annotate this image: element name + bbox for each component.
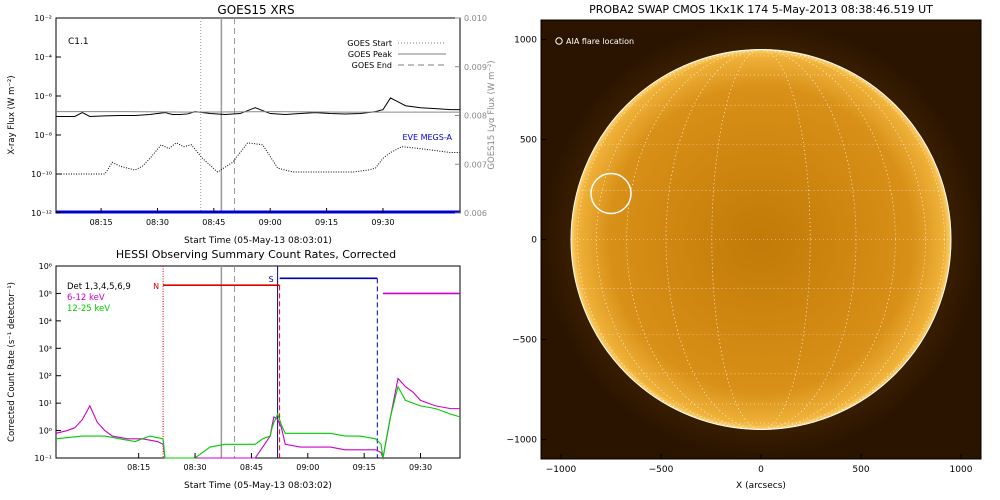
- goes-y2-axis: 0.010 0.009 0.008 0.007 0.006: [455, 14, 487, 218]
- goes-x-tick-label: 09:00: [259, 218, 282, 227]
- goes-title: GOES15 XRS: [217, 3, 294, 17]
- goes-y2-tick-label: 0.007: [464, 160, 487, 169]
- hessi-y-tick-label: 10⁴: [39, 317, 52, 326]
- hessi-x-tick-label: 09:15: [353, 463, 376, 472]
- hessi-title: HESSI Observing Summary Count Rates, Cor…: [116, 248, 396, 261]
- annotation-marker-icon: [555, 37, 563, 45]
- goes-y-tick-label: 10⁻⁶: [34, 92, 52, 101]
- goes-y2-tick-label: 0.006: [464, 209, 487, 218]
- hessi-xlabel: Start Time (05-May-13 08:03:02): [184, 481, 332, 491]
- swap-y-tick-label: −500: [512, 336, 537, 346]
- goes-x-tick-label: 08:15: [90, 218, 113, 227]
- solar-limb: [570, 49, 952, 430]
- hessi-y-axis: 10⁶ 10⁵ 10⁴ 10³ 10² 10¹ 10⁰ 10⁻¹: [34, 262, 61, 463]
- goes-x-axis: 08:15 08:30 08:45 09:00 09:15 09:30: [90, 208, 394, 227]
- swap-x-tick-label: −500: [649, 465, 674, 475]
- swap-x-axis: −1000 −500 0 500 1000: [546, 454, 973, 475]
- hessi-x-tick-label: 09:00: [296, 463, 319, 472]
- goes-y-tick-label: 10⁻¹²: [31, 209, 52, 218]
- hessi-x-tick-label: 08:45: [240, 463, 263, 472]
- swap-y-tick-label: 500: [520, 136, 537, 146]
- swap-title: PROBA2 SWAP CMOS 1Kx1K 174 5-May-2013 08…: [589, 3, 933, 16]
- swap-x-tick-label: 1000: [950, 465, 973, 475]
- goes-legend-label: GOES End: [352, 61, 392, 70]
- swap-y-tick-label: 0: [531, 236, 537, 246]
- goes-series-label: EVE MEGS-A: [402, 133, 452, 142]
- hessi-y-tick-label: 10⁰: [39, 427, 52, 436]
- swap-x-tick-label: 500: [852, 465, 869, 475]
- hessi-plot-frame: [55, 265, 461, 459]
- swap-y-tick-label: −1000: [507, 436, 538, 446]
- longitude-line: [665, 49, 857, 430]
- hessi-legend-entry: Det 1,3,4,5,6,9: [67, 282, 131, 292]
- hessi-x-tick-label: 09:30: [409, 463, 432, 472]
- solar-disk: [571, 49, 951, 430]
- night-flag-label: N: [153, 282, 159, 291]
- goes-x-tick-label: 08:30: [146, 218, 169, 227]
- hessi-series-line-0: [55, 377, 460, 461]
- hessi-marks: [55, 266, 461, 461]
- hessi-x-axis: 08:15 08:30 08:45 09:00 09:15 09:30: [127, 453, 432, 472]
- swap-xlabel: X (arcsecs): [736, 481, 786, 491]
- swap-x-tick-label: 0: [758, 465, 764, 475]
- hessi-y-tick-label: 10⁻¹: [34, 454, 52, 463]
- hessi-y-tick-label: 10²: [39, 372, 52, 381]
- swap-y-tick-label: 1000: [514, 36, 537, 46]
- goes-legend-label: GOES Start: [347, 39, 392, 48]
- swap-y-axis: 1000 500 0 −500 −1000: [507, 36, 546, 446]
- hessi-legend-entry: 6-12 keV: [67, 293, 105, 303]
- goes-y-tick-label: 10⁻¹⁰: [31, 170, 52, 179]
- hessi-y-tick-label: 10⁶: [39, 262, 52, 271]
- hessi-y-tick-label: 10⁵: [39, 289, 52, 298]
- hessi-y-tick-label: 10³: [39, 344, 52, 353]
- goes-series-line-0: [56, 97, 460, 117]
- hessi-y-tick-label: 10¹: [39, 399, 52, 408]
- goes-class-label: C1.1: [68, 37, 89, 47]
- goes-legend-label: GOES Peak: [348, 50, 393, 59]
- goes-x-tick-label: 09:30: [371, 218, 394, 227]
- goes-y-tick-label: 10⁻⁴: [34, 53, 52, 62]
- hessi-panel: HESSI Observing Summary Count Rates, Cor…: [7, 248, 461, 491]
- goes-y2-tick-label: 0.010: [464, 14, 487, 23]
- swap-panel: PROBA2 SWAP CMOS 1Kx1K 174 5-May-2013 08…: [507, 3, 982, 491]
- goes-legend: GOES Start GOES Peak GOES End: [347, 39, 446, 70]
- flare-location-circle: [590, 172, 632, 215]
- swap-x-tick-label: −1000: [546, 465, 577, 475]
- goes-xlabel: Start Time (05-May-13 08:03:01): [184, 236, 332, 246]
- hessi-ylabel: Corrected Count Rate (s⁻¹ detector⁻¹): [7, 282, 17, 442]
- goes-x-tick-label: 08:45: [202, 218, 225, 227]
- goes-series-line-1: [56, 142, 460, 175]
- swap-annotation: AIA flare location: [566, 37, 634, 46]
- hessi-legend-entry: 12-25 keV: [67, 304, 110, 314]
- goes-x-tick-label: 09:15: [315, 218, 338, 227]
- saa-flag-label: S: [269, 275, 274, 284]
- goes-y-axis: 10⁻² 10⁻⁴ 10⁻⁶ 10⁻⁸ 10⁻¹⁰ 10⁻¹²: [31, 14, 61, 218]
- hessi-x-tick-label: 08:30: [184, 463, 207, 472]
- goes-panel: GOES15 XRS 10⁻² 10⁻⁴ 10⁻⁶ 10⁻⁸ 10⁻¹⁰ 10⁻¹² 0.…: [7, 3, 497, 246]
- goes-y-tick-label: 10⁻⁸: [34, 131, 52, 140]
- hessi-x-tick-label: 08:15: [127, 463, 150, 472]
- goes-ylabel: X-ray Flux (W m⁻²): [7, 75, 17, 154]
- goes-y2label: GOES15 Lyα Flux (W m⁻²): [487, 60, 497, 169]
- goes-y2-tick-label: 0.009: [464, 63, 487, 72]
- goes-y2-tick-label: 0.008: [464, 112, 487, 121]
- goes-marks: [56, 18, 460, 214]
- hessi-series-line-1: [55, 385, 461, 459]
- goes-y-tick-label: 10⁻²: [34, 14, 52, 23]
